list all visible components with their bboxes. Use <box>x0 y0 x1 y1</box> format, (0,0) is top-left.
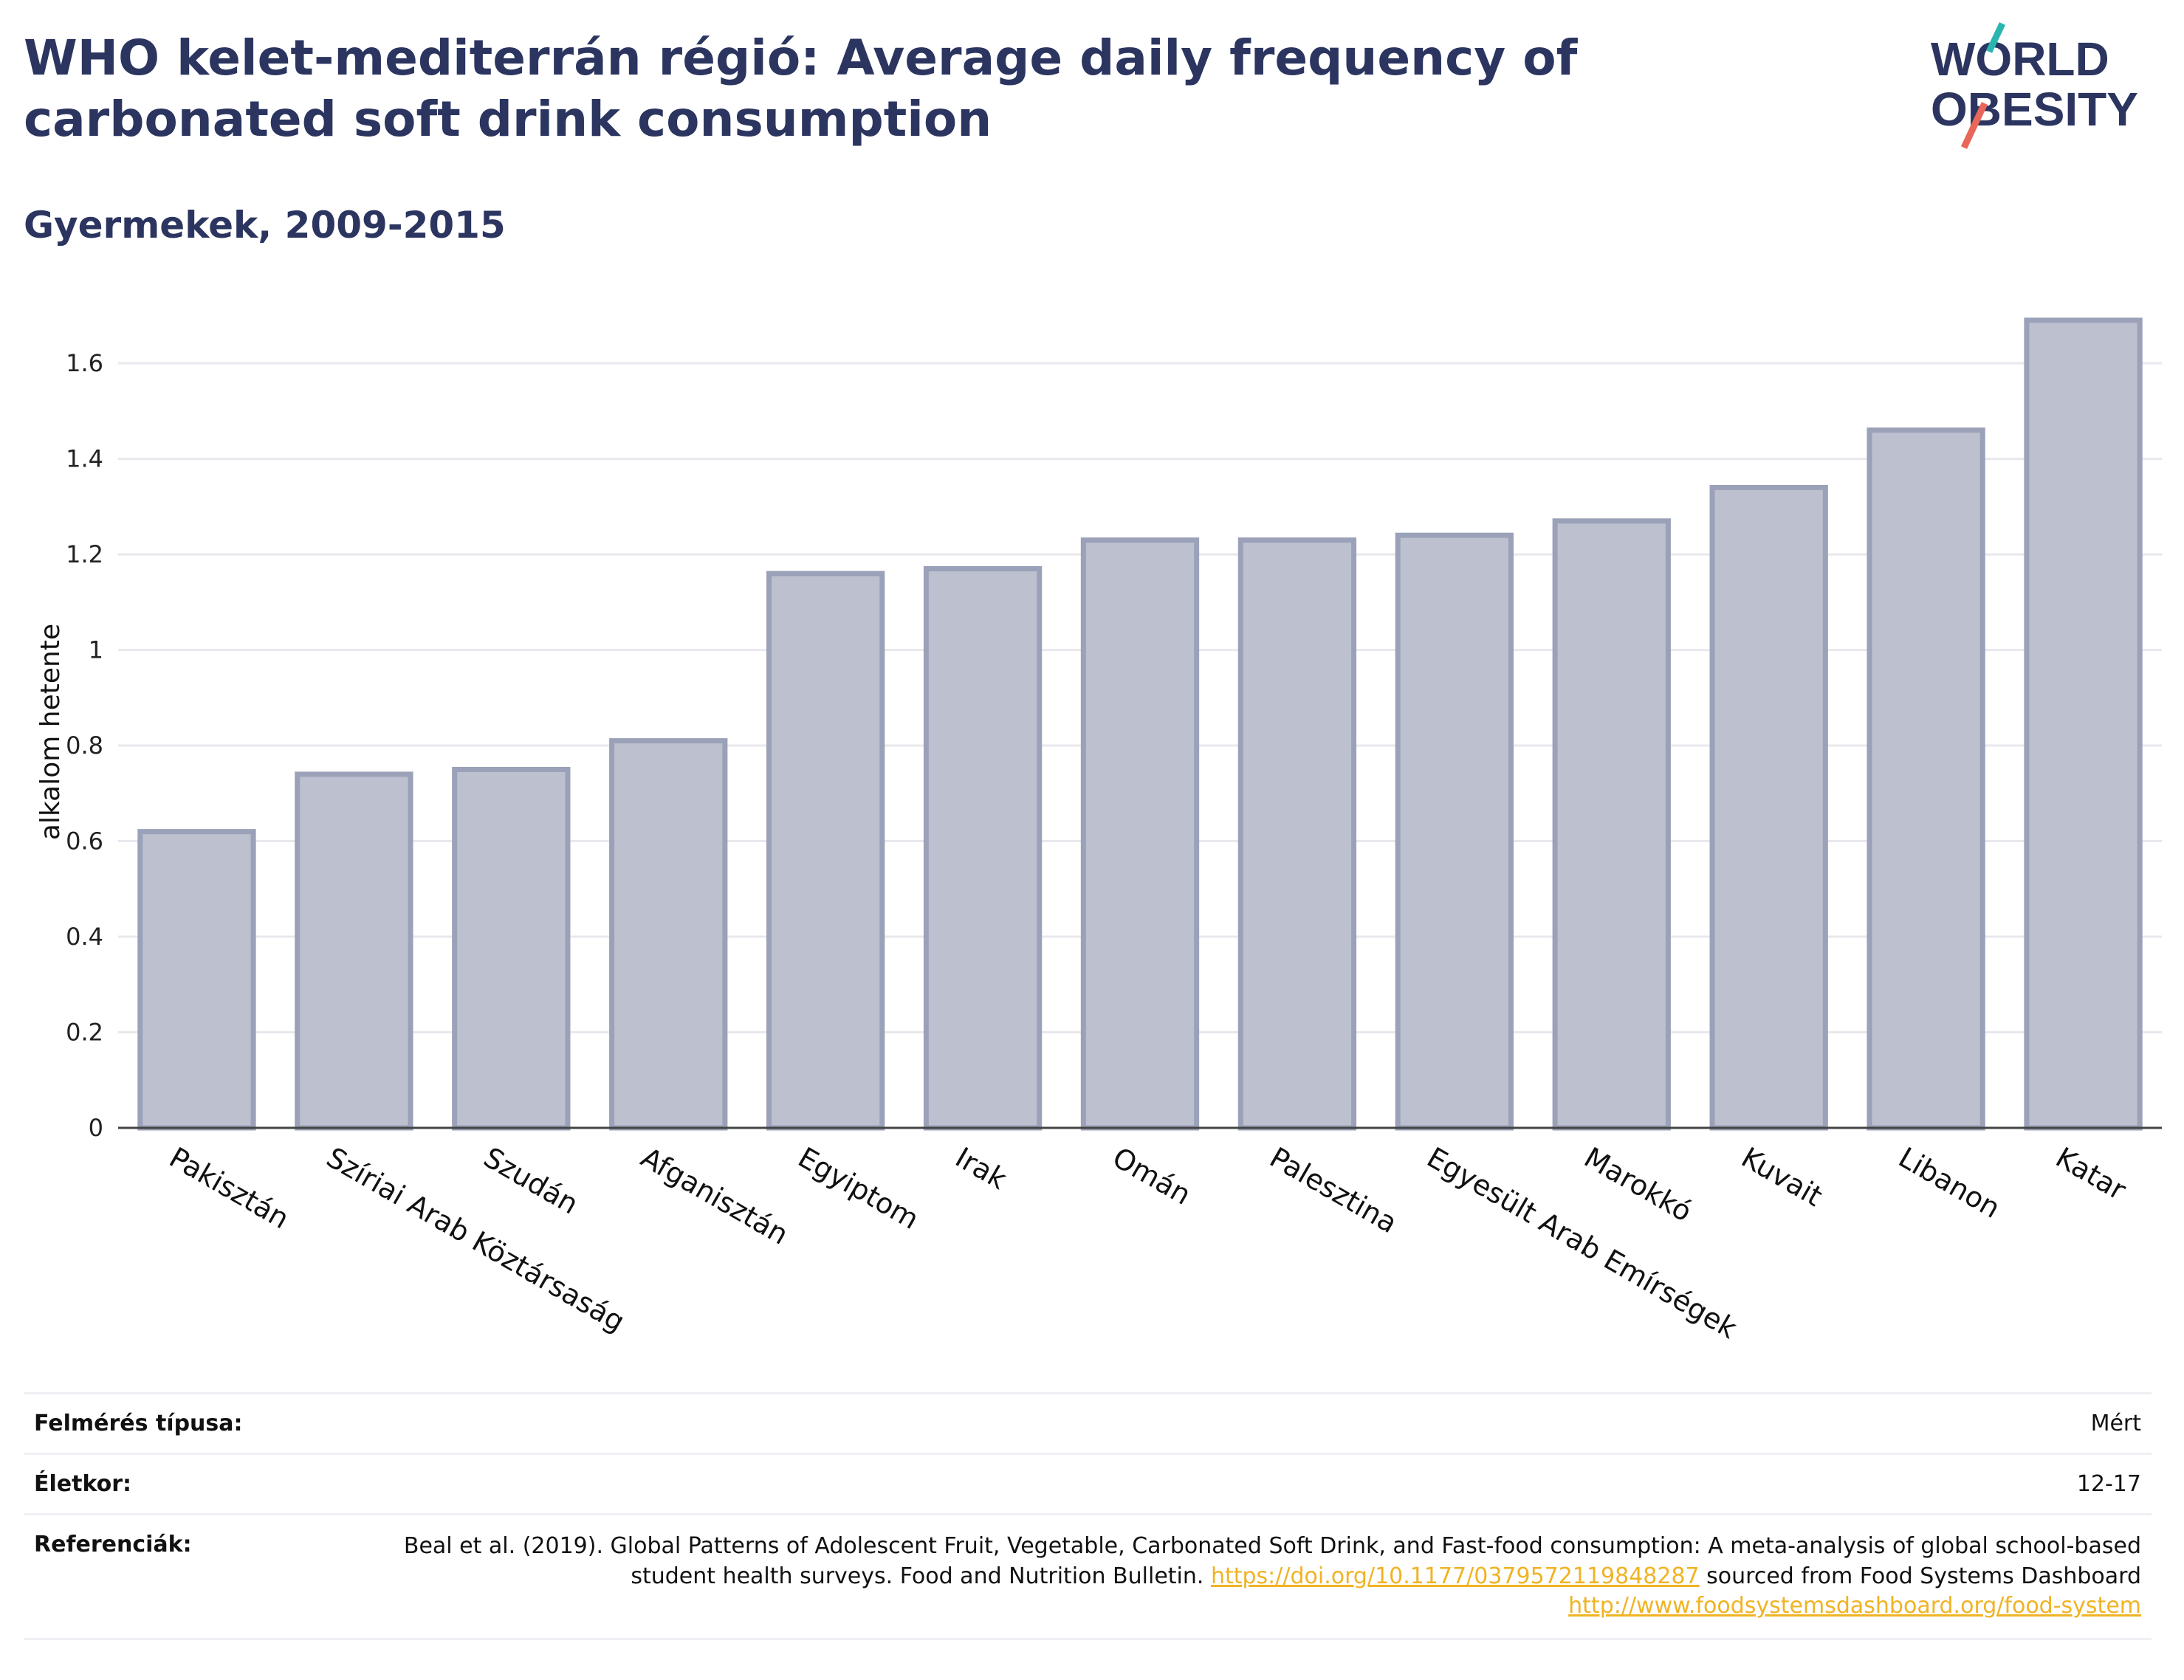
y-tick-label: 0.6 <box>66 827 103 856</box>
survey-type-value: Mért <box>2090 1411 2141 1436</box>
y-tick-label: 0.8 <box>66 731 103 760</box>
y-tick-label: 0.4 <box>66 923 103 951</box>
references-row: Referenciák: Beal et al. (2019). Global … <box>24 1513 2152 1640</box>
bar <box>1552 518 1671 1131</box>
x-tick-label: Palesztina <box>1264 1141 1402 1240</box>
bar <box>2024 317 2143 1131</box>
x-tick-label: Afganisztán <box>636 1141 794 1251</box>
x-tick-label: Egyiptom <box>793 1141 924 1236</box>
doi-link[interactable]: https://doi.org/10.1177/0379572119848287 <box>1210 1563 1700 1589</box>
y-tick-label: 0 <box>89 1114 103 1142</box>
references-label: Referenciák: <box>34 1532 192 1557</box>
chart-subtitle: Gyermekek, 2009-2015 <box>24 204 506 247</box>
bar <box>766 571 885 1131</box>
x-tick-label: Pakisztán <box>164 1141 295 1236</box>
x-tick-label: Egyesült Arab Emírségek <box>1421 1141 1742 1345</box>
bar <box>923 566 1043 1131</box>
bar <box>1080 537 1200 1131</box>
bar <box>609 738 728 1131</box>
x-tick-label: Libanon <box>1893 1141 2005 1225</box>
bar <box>137 829 256 1131</box>
age-row: Életkor: 12-17 <box>24 1453 2152 1513</box>
bar <box>1395 532 1514 1131</box>
x-tick-label: Szudán <box>478 1141 584 1221</box>
references-value: Beal et al. (2019). Global Patterns of A… <box>347 1532 2141 1622</box>
logo-text-obesity: OBESITY <box>1931 83 2138 136</box>
logo-text-world: WORLD <box>1931 32 2109 86</box>
bar <box>1237 537 1357 1131</box>
y-axis-ticks: 0 0.2 0.4 0.6 0.8 1 1.2 1.4 1.6 <box>66 349 103 1142</box>
food-systems-link[interactable]: http://www.foodsystemsdashboard.org/food… <box>1568 1593 2141 1619</box>
y-tick-label: 1.2 <box>66 540 103 568</box>
y-axis-label: alkalom hetente <box>35 624 66 840</box>
bar <box>452 766 571 1131</box>
bar <box>1867 427 1985 1131</box>
x-tick-label: Omán <box>1108 1141 1197 1211</box>
bar <box>1709 484 1828 1131</box>
x-tick-label: Marokkó <box>1579 1141 1697 1228</box>
chart-title: WHO kelet-mediterrán régió: Average dail… <box>24 30 1578 148</box>
logo-accent-teal <box>1985 22 2006 53</box>
age-value: 12-17 <box>2076 1471 2141 1497</box>
world-obesity-logo: WORLD OBESITY <box>1931 22 2138 149</box>
survey-type-label: Felmérés típusa: <box>34 1411 243 1436</box>
reference-text-2: sourced from Food Systems Dashboard <box>1699 1563 2141 1589</box>
y-tick-label: 0.2 <box>66 1019 103 1047</box>
x-tick-label: Katar <box>2050 1141 2132 1207</box>
reference-text-1: Beal et al. (2019). Global Patterns of A… <box>403 1533 2141 1589</box>
survey-type-row: Felmérés típusa: Mért <box>24 1392 2152 1453</box>
x-tick-label: Irak <box>950 1141 1012 1196</box>
bars <box>137 317 2143 1131</box>
y-tick-label: 1.6 <box>66 349 103 377</box>
age-label: Életkor: <box>34 1471 132 1497</box>
y-tick-label: 1.4 <box>66 445 103 473</box>
logo-accent-red <box>1960 102 1988 149</box>
info-table: Felmérés típusa: Mért Életkor: 12-17 Ref… <box>24 1392 2152 1640</box>
x-tick-label: Kuvait <box>1736 1141 1827 1213</box>
x-tick-label: Szíriai Arab Köztársaság <box>321 1141 631 1338</box>
bar-chart: 0 0.2 0.4 0.6 0.8 1 1.2 1.4 1.6 Pakisztán Szíriai… <box>35 317 2162 1345</box>
y-tick-label: 1 <box>89 636 103 664</box>
bar <box>295 771 413 1131</box>
